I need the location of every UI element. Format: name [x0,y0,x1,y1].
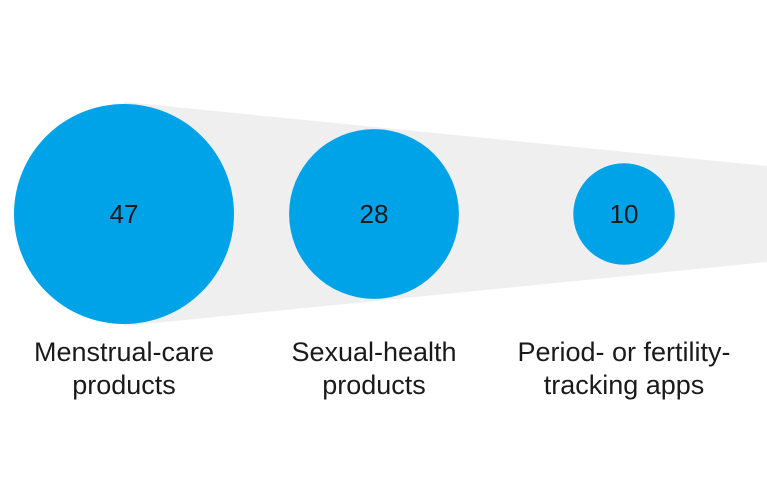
category-label-line: Period- or fertility- [517,337,731,367]
category-label-tracking-apps: Period- or fertility- tracking apps [499,336,749,402]
category-label-line: tracking apps [543,370,705,400]
bubble-menstrual-care [14,104,234,324]
bubble-tracking-apps [573,163,675,265]
bubble-value-label: 47 [110,199,139,229]
bubble-sexual-health [289,129,459,299]
category-label-line: Sexual-health [291,337,457,367]
category-label-line: products [322,370,426,400]
category-label-menstrual-care: Menstrual-care products [0,336,249,402]
bubble-value-label: 28 [360,199,389,229]
bubble-value-label: 10 [610,199,639,229]
category-label-sexual-health: Sexual-health products [249,336,499,402]
category-label-line: products [72,370,176,400]
category-label-line: Menstrual-care [33,337,215,367]
bubble-group: 47 28 10 [14,104,675,324]
